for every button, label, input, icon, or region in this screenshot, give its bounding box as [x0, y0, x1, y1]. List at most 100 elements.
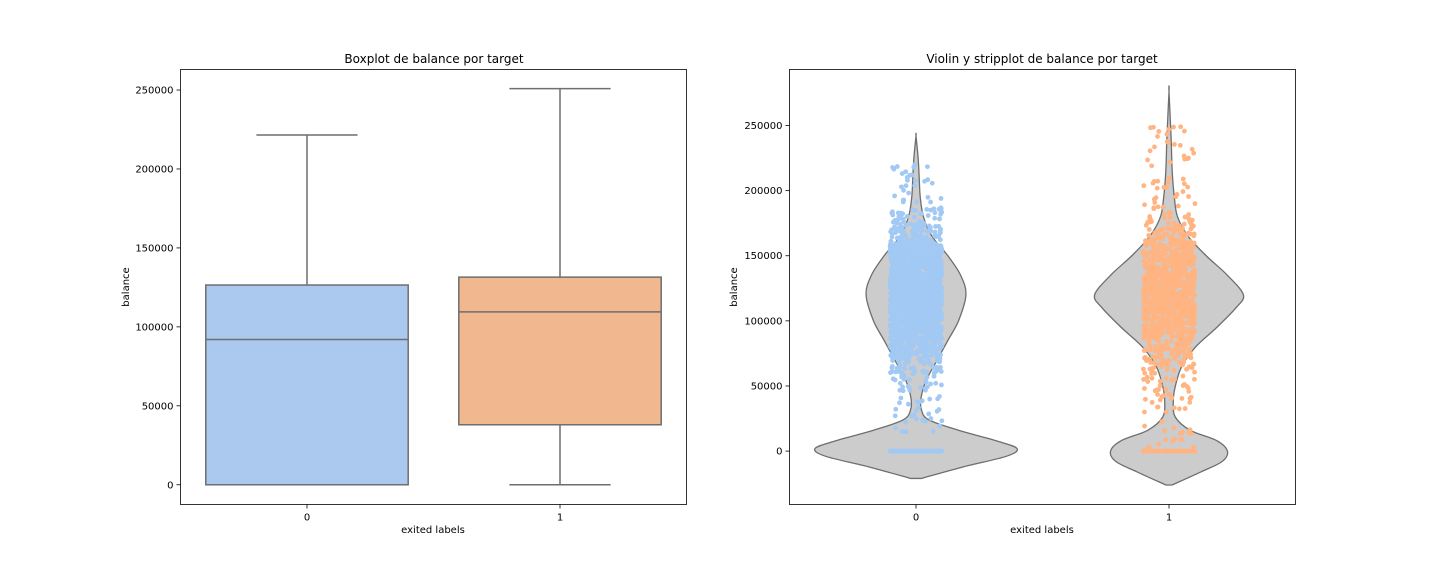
- strip-point: [1189, 272, 1195, 278]
- strip-point: [1147, 347, 1153, 353]
- strip-point: [916, 220, 922, 226]
- strip-point: [1191, 244, 1196, 250]
- strip-point: [890, 219, 896, 225]
- strip-point: [1146, 310, 1152, 315]
- strip-point: [893, 290, 899, 296]
- strip-point: [1186, 216, 1192, 222]
- strip-point: [1180, 233, 1186, 239]
- strip-point: [933, 380, 939, 386]
- strip-point: [1163, 409, 1169, 415]
- strip-point: [914, 340, 919, 346]
- strip-point: [937, 274, 943, 280]
- strip-point: [931, 282, 937, 288]
- strip-point: [928, 416, 934, 421]
- strip-point: [902, 356, 908, 361]
- strip-point: [1174, 301, 1180, 306]
- strip-point: [888, 342, 894, 348]
- strip-point: [905, 401, 911, 407]
- strip-point: [905, 177, 910, 183]
- strip-point: [918, 337, 924, 343]
- strip-point: [920, 256, 926, 262]
- strip-point: [915, 266, 920, 272]
- strip-point: [1164, 185, 1169, 191]
- strip-point: [937, 341, 943, 347]
- strip-point: [1146, 289, 1152, 295]
- strip-point: [1187, 239, 1193, 244]
- strip-point: [1182, 406, 1188, 411]
- strip-point: [938, 284, 944, 290]
- strip-point: [1146, 263, 1152, 269]
- strip-point: [913, 207, 918, 213]
- strip-point: [914, 286, 919, 291]
- plot-area: [205, 87, 662, 486]
- strip-point: [925, 261, 931, 266]
- strip-point: [1186, 349, 1192, 355]
- strip-point: [889, 345, 894, 351]
- strip-point: [1153, 195, 1159, 201]
- strip-point: [1185, 302, 1191, 308]
- strip-point: [1151, 267, 1157, 273]
- strip-point: [1180, 270, 1185, 276]
- strip-point: [1165, 180, 1171, 186]
- strip-point: [1181, 357, 1187, 362]
- strip-point: [1186, 448, 1192, 454]
- strip-point: [926, 250, 932, 256]
- strip-point: [1153, 286, 1159, 292]
- strip-point: [939, 295, 945, 301]
- strip-point: [1164, 231, 1170, 237]
- strip-point: [890, 212, 896, 218]
- y-tick-label: 0: [776, 447, 782, 458]
- strip-point: [1187, 328, 1193, 334]
- strip-point: [1165, 362, 1171, 368]
- strip-point: [1183, 258, 1189, 264]
- strip-point: [1180, 239, 1186, 245]
- strip-point: [1176, 223, 1182, 229]
- strip-point: [1147, 216, 1153, 221]
- strip-point: [1144, 294, 1150, 300]
- strip-point: [1165, 315, 1171, 321]
- strip-point: [1141, 183, 1147, 189]
- strip-point: [931, 370, 937, 375]
- strip-point: [1162, 269, 1168, 275]
- y-tick-label: 150000: [744, 251, 782, 262]
- strip-point: [889, 365, 895, 371]
- strip-point: [1143, 396, 1148, 402]
- strip-point: [1141, 278, 1147, 284]
- strip-point: [1187, 399, 1193, 405]
- strip-point: [936, 288, 942, 294]
- strip-point: [928, 238, 934, 244]
- strip-point: [1176, 406, 1182, 412]
- strip-point: [918, 227, 924, 233]
- strip-point: [924, 255, 930, 260]
- strip-point: [899, 337, 905, 343]
- strip-point: [1186, 155, 1191, 161]
- strip-point: [889, 281, 895, 287]
- strip-point: [1148, 241, 1154, 247]
- chart-title: Violin y stripplot de balance por target: [926, 52, 1158, 66]
- strip-point: [908, 448, 914, 454]
- strip-point: [1182, 214, 1188, 220]
- strip-point: [905, 287, 911, 292]
- strip-point: [889, 368, 895, 374]
- strip-point: [905, 300, 911, 306]
- strip-point: [1164, 367, 1170, 372]
- strip-point: [912, 448, 918, 454]
- strip-point: [906, 377, 912, 383]
- strip-point: [904, 313, 909, 318]
- x-axis-label: exited labels: [1010, 525, 1074, 536]
- strip-point: [924, 236, 930, 241]
- strip-point: [901, 428, 906, 434]
- strip-point: [939, 382, 944, 388]
- strip-point: [1181, 302, 1186, 307]
- strip-point: [914, 416, 919, 422]
- strip-point: [892, 224, 897, 230]
- strip-point: [1144, 282, 1150, 288]
- strip-point: [1188, 431, 1194, 437]
- strip-point: [921, 370, 927, 375]
- strip-point: [1173, 247, 1179, 253]
- axes-frame: [180, 69, 687, 505]
- strip-point: [933, 351, 939, 357]
- strip-point: [934, 408, 940, 414]
- strip-point: [1141, 335, 1147, 341]
